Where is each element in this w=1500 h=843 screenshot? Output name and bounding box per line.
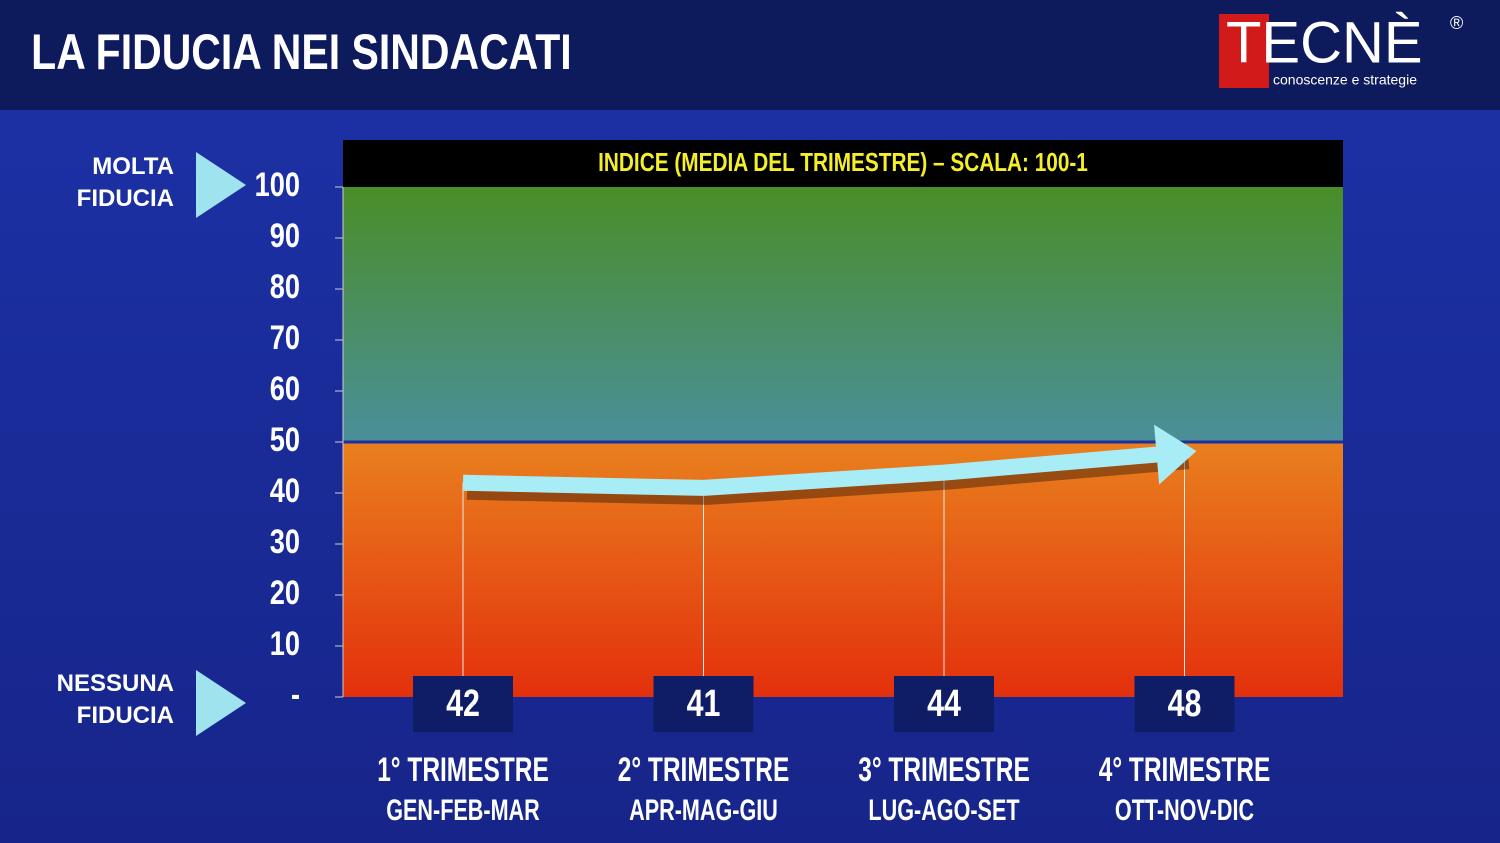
zone-high bbox=[343, 187, 1343, 442]
arrow-head bbox=[1154, 424, 1197, 485]
x-tick-label: APR-MAG-GIU bbox=[629, 792, 778, 826]
y-tick-label: 80 bbox=[270, 267, 300, 306]
y-tick-label: 70 bbox=[270, 318, 300, 357]
y-tick-label: 10 bbox=[270, 624, 300, 663]
value-box bbox=[1134, 676, 1235, 732]
trend-line bbox=[462, 444, 1186, 496]
y-tick-label: 30 bbox=[270, 522, 300, 561]
x-tick-label: GEN-FEB-MAR bbox=[386, 792, 540, 826]
y-tick-label: 20 bbox=[270, 573, 300, 612]
value-label: 41 bbox=[687, 683, 721, 725]
value-box bbox=[653, 676, 754, 732]
y-tick-label: 100 bbox=[255, 165, 300, 204]
logo-block bbox=[1219, 14, 1269, 88]
y-tick-label: 50 bbox=[270, 420, 300, 459]
value-box bbox=[894, 676, 994, 732]
y-tick-label: 60 bbox=[270, 369, 300, 408]
bottom-label: NESSUNA FIDUCIA bbox=[57, 670, 174, 729]
molta-label: MOLTA FIDUCIA bbox=[77, 152, 246, 218]
x-tick-label: 2° TRIMESTRE bbox=[618, 751, 790, 789]
y-tick-label: 40 bbox=[270, 471, 300, 510]
value-label: 48 bbox=[1168, 683, 1202, 725]
x-tick-label: LUG-AGO-SET bbox=[868, 792, 1019, 826]
y-tick-label: - bbox=[291, 675, 300, 714]
chart-subtitle: INDICE (MEDIA DEL TRIMESTRE) – SCALA: 10… bbox=[598, 148, 1088, 177]
value-label: 42 bbox=[446, 683, 480, 725]
value-label: 44 bbox=[927, 683, 961, 725]
chart-header bbox=[343, 140, 1343, 187]
arrow-icon bbox=[196, 152, 246, 218]
x-tick-label: 3° TRIMESTRE bbox=[858, 751, 1030, 789]
top-label: MOLTA FIDUCIA bbox=[77, 153, 174, 212]
x-tick-label: 4° TRIMESTRE bbox=[1099, 751, 1271, 789]
page-title: LA FIDUCIA NEI SINDACATI bbox=[31, 24, 572, 80]
logo: TECNÈ bbox=[1226, 10, 1423, 75]
x-tick-label: OTT-NOV-DIC bbox=[1115, 792, 1254, 826]
y-tick-label: 90 bbox=[270, 216, 300, 255]
logo-tagline: conoscenze e strategie bbox=[1273, 72, 1417, 88]
logo-mark: ® bbox=[1450, 13, 1463, 33]
nessuna-label: NESSUNA FIDUCIA bbox=[57, 670, 246, 736]
x-tick-label: 1° TRIMESTRE bbox=[377, 751, 549, 789]
arrow-icon bbox=[196, 670, 246, 736]
value-box bbox=[413, 676, 513, 732]
